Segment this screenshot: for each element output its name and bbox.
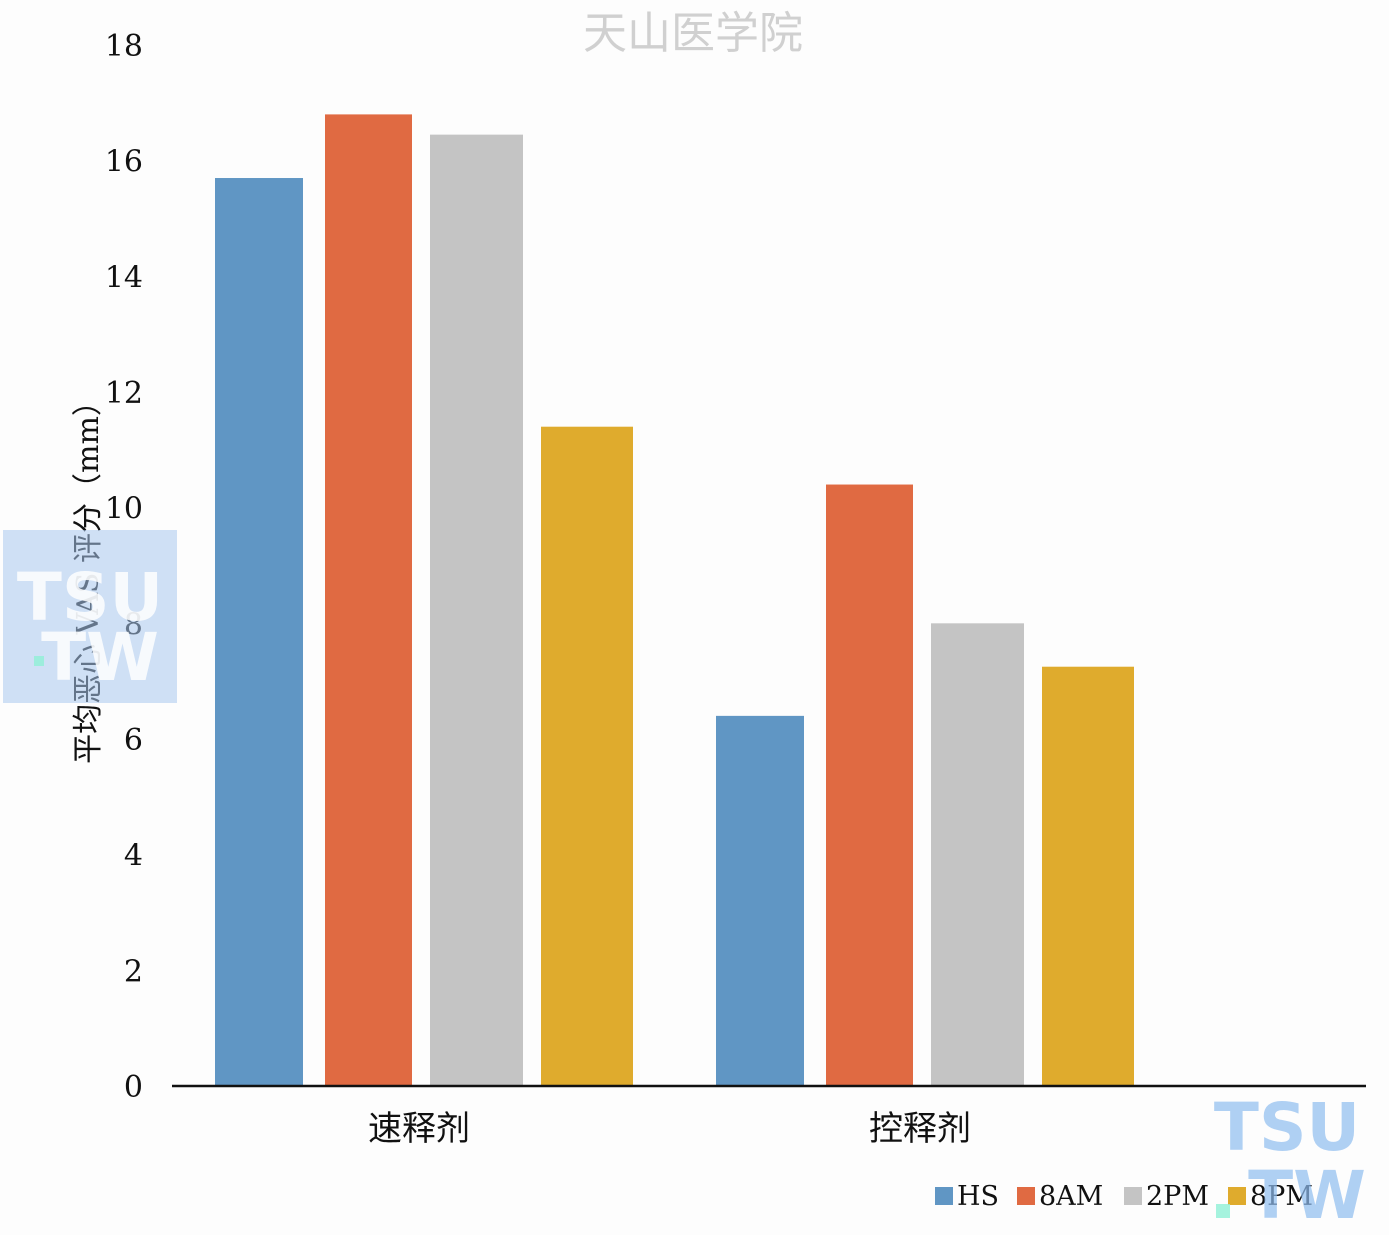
bar-2pm-2: [931, 623, 1024, 1086]
y-tick-label: 18: [105, 29, 143, 64]
legend-label-2pm: 2PM: [1146, 1181, 1209, 1212]
legend-swatch-hs: [935, 1187, 953, 1205]
bar-2pm-1: [430, 134, 523, 1086]
legend-swatch-2pm: [1124, 1187, 1142, 1205]
bar-hs-2: [716, 715, 804, 1086]
bars: [215, 114, 1134, 1086]
y-tick-label: 12: [105, 376, 143, 411]
category-labels: 速释剂 控释剂: [368, 1109, 971, 1149]
bar-8am-2: [826, 484, 913, 1086]
bar-hs-1: [215, 178, 303, 1086]
legend-swatch-8am: [1017, 1187, 1035, 1205]
bar-8am-1: [325, 114, 412, 1086]
watermark-logo-left: TSU TW: [3, 530, 177, 703]
y-tick-label: 2: [124, 954, 143, 989]
watermark-logo-left-line1: TSU: [17, 559, 163, 636]
legend: HS 8AM 2PM 8PM: [935, 1181, 1313, 1212]
legend-label-hs: HS: [957, 1181, 999, 1212]
y-tick-label: 16: [105, 145, 143, 180]
bar-8pm-1: [541, 426, 633, 1086]
y-axis-ticks: 024681012141618: [105, 29, 143, 1105]
watermark-logo-right: TSU TW: [1214, 1089, 1366, 1234]
watermark-top-text: 天山医学院: [583, 8, 803, 59]
y-tick-label: 10: [105, 492, 143, 527]
y-tick-label: 4: [124, 839, 143, 874]
y-tick-label: 14: [105, 260, 143, 295]
watermark-logo-left-line2: TW: [41, 619, 159, 696]
y-tick-label: 0: [124, 1070, 143, 1105]
legend-label-8am: 8AM: [1039, 1181, 1103, 1212]
watermark-logo-right-line2: TW: [1248, 1157, 1366, 1234]
watermark-logo-right-line1: TSU: [1214, 1089, 1360, 1166]
category-label: 速释剂: [368, 1109, 470, 1149]
legend-label-8pm: 8PM: [1250, 1181, 1313, 1212]
bar-8pm-2: [1042, 666, 1134, 1086]
y-tick-label: 6: [124, 723, 143, 758]
legend-swatch-8pm: [1228, 1187, 1246, 1205]
category-label: 控释剂: [869, 1109, 971, 1149]
